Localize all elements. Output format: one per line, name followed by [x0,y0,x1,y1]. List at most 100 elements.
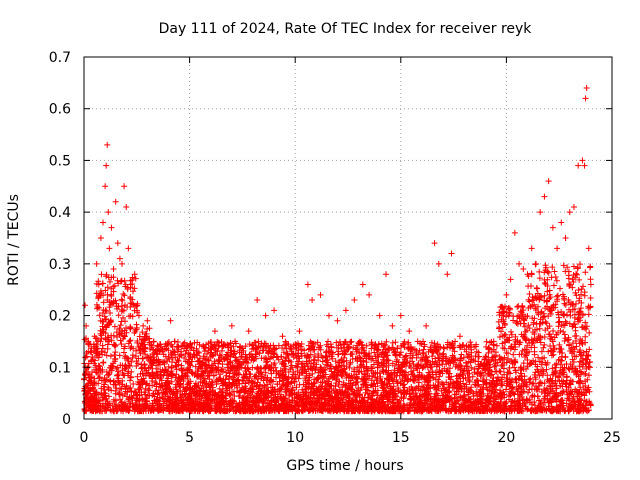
roti-point-band [258,365,265,372]
roti-point-band [576,276,583,283]
roti-point-band [122,318,129,325]
roti-point-band [307,395,314,402]
roti-point-band [242,343,249,350]
roti-point-band [561,295,568,302]
roti-point-band [240,394,247,401]
roti-point-band [283,345,290,352]
roti-point-band [107,317,114,324]
roti-point-band [454,380,461,387]
roti-point-band [582,319,589,326]
roti-point-band [509,384,516,391]
roti-point-band [214,395,221,402]
roti-point-band [108,337,115,344]
roti-point-band [436,366,443,373]
roti-point-band [462,374,469,381]
roti-point-band [338,367,345,374]
roti-point-band [496,405,503,412]
roti-point-band [142,365,149,372]
roti-point-band [128,358,135,365]
roti-point-band [97,367,104,374]
roti-point-band [429,368,436,375]
roti-point-band [363,342,370,349]
roti-point-band [308,340,315,347]
roti-point-band [469,373,476,380]
roti-point-band [402,353,409,360]
roti-point-band [419,391,426,398]
roti-point-band [413,350,420,357]
roti-point-band [337,368,344,375]
roti-point-band [357,355,364,362]
roti-point-band [505,312,512,319]
roti-point-band [242,351,249,358]
roti-point-band [526,291,533,298]
roti-point-band [547,382,554,389]
roti-point-band [179,367,186,374]
roti-point-band [233,356,240,363]
roti-point-band [428,339,435,346]
roti-point-band [374,364,381,371]
roti-point-band [561,337,568,344]
roti-point-band [102,390,109,397]
roti-point-band [99,345,106,352]
roti-point-band [583,398,590,405]
roti-point-band [571,306,578,313]
roti-point-band [558,321,565,328]
roti-point-band [358,375,365,382]
roti-point-band [324,338,331,345]
roti-point-band [172,384,179,391]
roti-point-band [583,323,590,330]
roti-point-band [411,407,418,414]
roti-point-band [104,322,111,329]
roti-point-band [546,395,553,402]
roti-point-band [85,374,92,381]
roti-point-band [562,353,569,360]
roti-point-band [293,384,300,391]
roti-point-band [578,359,585,366]
roti-point-band [461,395,468,402]
roti-point-band [572,338,579,345]
roti-point-band [541,354,548,361]
roti-point-band [526,325,533,332]
roti-point-band [586,364,593,371]
roti-point-band [319,379,326,386]
roti-point-band [219,382,226,389]
roti-point-band [506,388,513,395]
roti-point-band [530,321,537,328]
roti-point-band [107,353,114,360]
roti-point-band [139,396,146,403]
roti-point-band [98,348,105,355]
roti-point-band [122,365,129,372]
roti-point-band [115,312,122,319]
roti-point-band [303,400,310,407]
roti-point-band [508,358,515,365]
roti-point-band [514,388,521,395]
roti-point-band [344,346,351,353]
roti-point-band [451,348,458,355]
roti-point-band [564,264,571,271]
roti-point-band [119,406,126,413]
roti-point-band [219,361,226,368]
roti-point-band [325,348,332,355]
roti-point-band [553,360,560,367]
roti-point-band [381,402,388,409]
roti-point-band [562,335,569,342]
roti-point-band [334,398,341,405]
roti-point-band [465,358,472,365]
roti-point-band [514,303,521,310]
roti-point-band [271,404,278,411]
roti-point-band [264,375,271,382]
roti-point-band [404,407,411,414]
roti-point-band [111,351,118,358]
roti-point-band [335,381,342,388]
roti-point-band [163,381,170,388]
roti-point-band [313,376,320,383]
roti-point-band [432,395,439,402]
roti-point-band [407,393,414,400]
roti-point-band [174,377,181,384]
roti-point-band [231,348,238,355]
roti-point-band [510,313,517,320]
roti-point-band [294,367,301,374]
roti-point-band [329,349,336,356]
roti-point-band [398,342,405,349]
roti-point-band [551,369,558,376]
